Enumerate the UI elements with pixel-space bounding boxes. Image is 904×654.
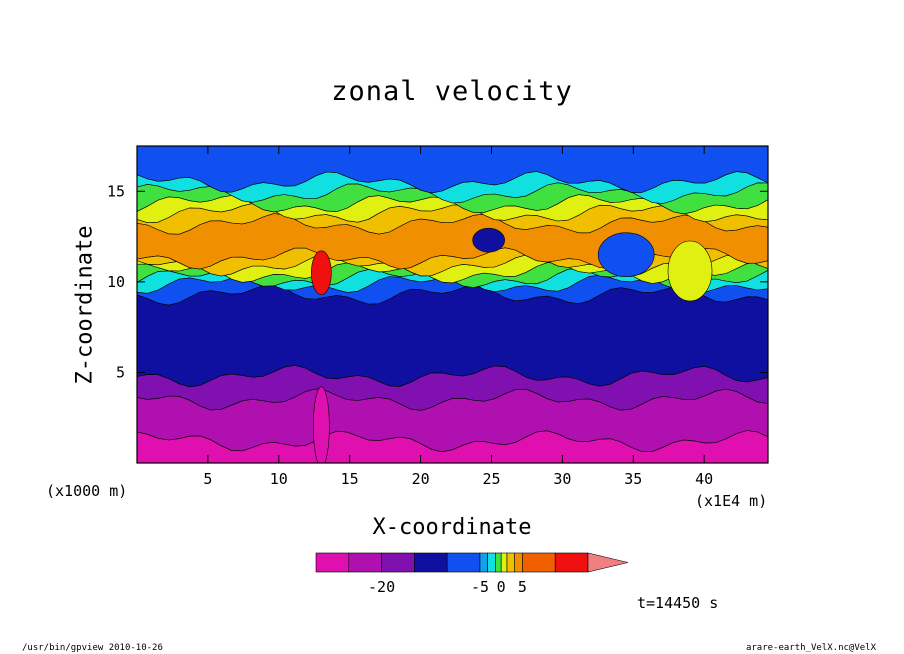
colorbar: -20 -5 0 5	[315, 552, 629, 596]
x-tick-label-5: 30	[553, 470, 571, 488]
chart-title: zonal velocity	[331, 76, 573, 107]
field-patch-magenta	[313, 386, 330, 463]
y-ticks: 5 10 15	[107, 182, 768, 381]
colorbar-segment-0	[315, 552, 350, 573]
x-ticks: 5 10 15 20 25 30 35 40	[203, 146, 713, 488]
field-patch-blue	[597, 232, 655, 277]
x-tick-label-3: 20	[412, 470, 430, 488]
x-tick-label-6: 35	[624, 470, 642, 488]
colorbar-segment-4	[446, 552, 481, 573]
colorbar-segment-6	[487, 552, 496, 573]
field-patch-yellow	[667, 240, 713, 302]
x-tick-label-7: 40	[695, 470, 713, 488]
x-axis-scale-note: (x1E4 m)	[695, 492, 768, 510]
field-patch-red	[311, 250, 332, 296]
colorbar-segment-8	[500, 552, 508, 573]
colorbar-label-2: 0	[497, 578, 506, 596]
x-tick-label-2: 15	[341, 470, 359, 488]
time-annotation: t=14450 s	[637, 594, 719, 612]
y-tick-label-2: 15	[107, 182, 125, 200]
plot-frame	[136, 145, 769, 464]
x-axis-unit: (x1000 m)	[46, 482, 128, 500]
colorbar-segment-11	[522, 552, 556, 573]
y-tick-label-1: 10	[107, 273, 125, 291]
x-axis-label: X-coordinate	[372, 515, 532, 540]
footer-file-variable: arare-earth_VelX.nc@VelX	[745, 643, 876, 653]
colorbar-segment-12	[554, 552, 589, 573]
field-layer-14	[137, 146, 768, 194]
colorbar-segment-5	[479, 552, 488, 573]
x-tick-label-4: 25	[482, 470, 500, 488]
x-tick-label-0: 5	[203, 470, 212, 488]
colorbar-segment-9	[506, 552, 515, 573]
plot-area	[137, 146, 768, 463]
colorbar-segment-7	[495, 552, 502, 573]
colorbar-label-3: 5	[518, 578, 527, 596]
colorbar-segment-3	[414, 552, 448, 573]
field-layer-3	[137, 284, 768, 388]
y-axis-label: Z-coordinate	[72, 225, 98, 385]
colorbar-segment-10	[514, 552, 523, 573]
x-tick-label-1: 10	[270, 470, 288, 488]
colorbar-segment-1	[348, 552, 382, 573]
footer-program-date: /usr/bin/gpview 2010-10-26	[22, 643, 163, 653]
colorbar-segment-2	[381, 552, 415, 573]
field-patch-darkblue	[472, 227, 505, 253]
colorbar-arrow	[587, 552, 629, 573]
colorbar-label-1: -5	[471, 578, 489, 596]
colorbar-label-0: -20	[368, 578, 395, 596]
y-tick-label-0: 5	[116, 363, 125, 381]
